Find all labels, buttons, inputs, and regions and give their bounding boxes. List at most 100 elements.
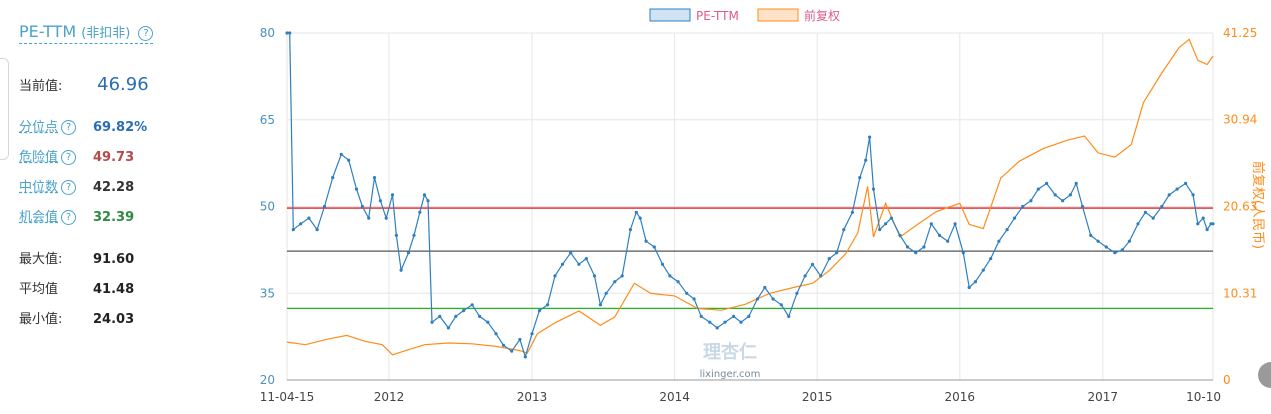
y-right-tick-label: 10.31	[1223, 286, 1257, 300]
data-point	[1201, 216, 1205, 220]
data-point	[1184, 181, 1188, 185]
help-icon[interactable]: ?	[61, 120, 77, 135]
stat-label: 最小值:	[19, 312, 63, 327]
data-point	[486, 320, 490, 324]
data-point	[577, 262, 581, 266]
reference-lines	[287, 207, 1213, 309]
data-point	[1045, 181, 1049, 185]
help-icon[interactable]: ?	[61, 180, 77, 195]
data-point	[322, 204, 327, 209]
stat-label: 最大值:	[19, 252, 63, 267]
x-tick-label: 10-10	[1186, 390, 1221, 404]
stat-value: 91.60	[93, 252, 135, 267]
data-point	[1074, 181, 1078, 185]
y-left-tick-label: 20	[260, 373, 275, 387]
data-point	[339, 152, 343, 156]
y-left-tick-label: 65	[260, 113, 275, 127]
stat-value: 49.73	[93, 150, 135, 165]
chart-axes: 80 65 50 35 20 41.25 30.94 20.63 10.31 0 11-04-15 2…	[260, 26, 1266, 404]
data-point	[454, 314, 458, 318]
watermark-logo: 理杏仁	[703, 341, 757, 363]
stat-label[interactable]: 中位数?	[19, 176, 93, 195]
data-point	[871, 187, 876, 191]
data-point	[685, 291, 689, 295]
data-point	[418, 210, 422, 214]
help-icon[interactable]: ?	[61, 210, 77, 225]
help-icon[interactable]: ?	[61, 150, 77, 165]
data-point	[613, 280, 617, 284]
metric-title-sub: (非扣非)	[81, 26, 131, 41]
data-point	[858, 176, 862, 180]
data-point	[997, 239, 1001, 243]
data-point	[1151, 216, 1155, 220]
data-point	[905, 245, 910, 249]
data-point	[412, 233, 416, 237]
data-point	[827, 257, 831, 261]
data-point	[394, 233, 398, 237]
data-point	[1113, 251, 1117, 255]
data-point	[1191, 193, 1195, 197]
chart-grid	[286, 32, 1214, 381]
data-point	[1053, 193, 1057, 197]
data-point	[291, 228, 295, 232]
data-point	[660, 262, 665, 266]
help-icon[interactable]: ?	[138, 26, 154, 41]
data-point	[367, 216, 371, 220]
data-point	[307, 216, 311, 220]
stat-label[interactable]: 分位点?	[19, 116, 93, 135]
data-point	[354, 187, 359, 191]
data-point	[644, 239, 648, 243]
data-point	[530, 332, 534, 336]
data-point	[884, 222, 888, 226]
current-value-label: 当前值:	[19, 79, 63, 94]
stat-label[interactable]: 机会值?	[19, 206, 93, 225]
data-point	[973, 280, 978, 284]
data-point	[372, 176, 377, 180]
data-point	[1021, 204, 1025, 209]
legend-label: PE-TTM	[696, 9, 739, 23]
pe-chart: PE-TTM 前复权 理杏仁 lixinger.com 80 65 50 35 20 41.2…	[260, 8, 1266, 404]
data-point	[1089, 233, 1093, 237]
data-point	[1211, 222, 1215, 226]
y-right-tick-label: 20.63	[1223, 199, 1257, 213]
data-point	[399, 268, 403, 272]
data-point	[868, 135, 872, 139]
data-point	[763, 285, 767, 290]
y-left-tick-label: 80	[260, 26, 275, 40]
watermark-url: lixinger.com	[700, 369, 761, 380]
data-point	[1136, 222, 1140, 226]
stat-label[interactable]: 危险值?	[19, 146, 93, 165]
stat-value: 42.28	[93, 180, 135, 195]
data-point	[819, 274, 823, 278]
data-point	[426, 199, 430, 203]
data-point	[422, 193, 427, 197]
data-point	[390, 193, 395, 197]
x-tick-label: 2017	[1088, 390, 1119, 404]
sidebar-toggle[interactable]	[0, 58, 9, 160]
stat-value: 32.39	[93, 210, 135, 225]
data-point	[628, 228, 632, 232]
data-point	[1104, 245, 1108, 249]
data-point	[501, 343, 506, 347]
data-point	[1196, 222, 1200, 226]
data-point	[1120, 248, 1124, 252]
legend-swatch	[649, 8, 691, 22]
data-point	[889, 216, 894, 220]
data-point	[1036, 187, 1040, 191]
data-point	[1096, 239, 1100, 243]
data-point	[739, 320, 743, 324]
data-point	[438, 314, 442, 318]
stat-value: 24.03	[93, 312, 135, 327]
data-point	[1167, 193, 1171, 197]
metric-selector[interactable]: PE-TTM (非扣非) ?	[19, 22, 154, 44]
x-tick-label: 2013	[517, 390, 548, 404]
data-point	[288, 31, 292, 35]
data-point	[1005, 228, 1009, 232]
data-point	[787, 314, 791, 318]
stat-row: 最大值: 91.60	[19, 248, 134, 267]
stat-value: 41.48	[93, 282, 135, 297]
data-point	[981, 268, 985, 272]
scroll-top-button[interactable]	[1258, 362, 1271, 388]
price-series	[286, 38, 1214, 356]
data-point	[850, 210, 855, 214]
